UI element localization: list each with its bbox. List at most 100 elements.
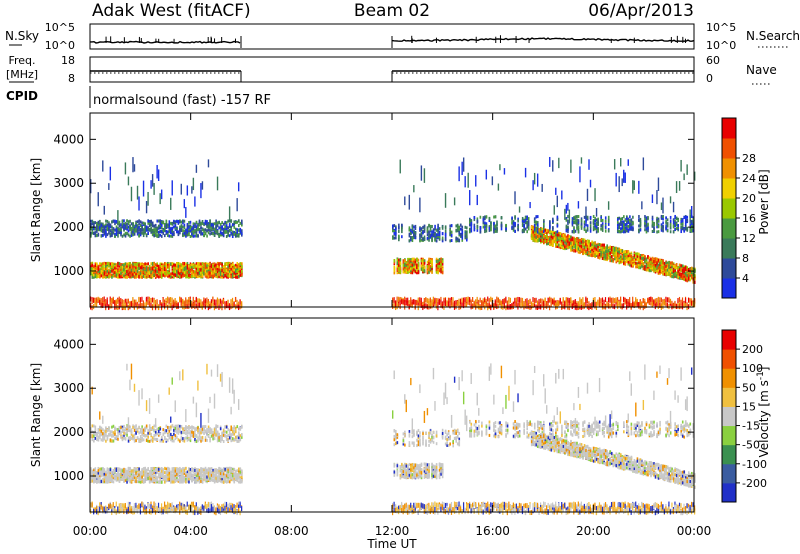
range-cell bbox=[91, 275, 94, 279]
range-cell bbox=[416, 265, 418, 269]
range-cell bbox=[533, 227, 536, 231]
range-cell bbox=[509, 303, 511, 309]
range-cell bbox=[395, 227, 397, 231]
range-cell bbox=[109, 296, 111, 302]
range-cell bbox=[234, 234, 237, 238]
range-cell bbox=[536, 234, 539, 238]
range-cell bbox=[407, 265, 409, 269]
noise-traces bbox=[89, 35, 695, 48]
range-cell bbox=[438, 233, 441, 237]
range-cell bbox=[432, 299, 434, 305]
range-cell bbox=[558, 157, 560, 169]
range-cell bbox=[429, 265, 432, 269]
range-cell bbox=[167, 261, 169, 265]
range-cell bbox=[521, 224, 524, 228]
range-cell bbox=[197, 298, 199, 304]
range-cell bbox=[479, 225, 482, 229]
range-cell bbox=[553, 205, 555, 215]
range-cell bbox=[189, 220, 192, 224]
range-cell bbox=[207, 262, 210, 266]
range-cell bbox=[393, 236, 396, 240]
range-cell bbox=[182, 272, 184, 276]
range-cell bbox=[93, 227, 95, 231]
range-cell bbox=[239, 299, 241, 305]
range-cell bbox=[467, 296, 469, 302]
range-cell bbox=[520, 301, 522, 307]
range-cell bbox=[532, 225, 535, 229]
range-cell bbox=[165, 229, 168, 233]
range-cell bbox=[216, 261, 219, 265]
range-cell bbox=[206, 264, 208, 268]
range-cell bbox=[580, 298, 582, 304]
range-cell bbox=[422, 259, 424, 263]
nave-right-tick-high: 60 bbox=[706, 54, 720, 67]
range-cell bbox=[111, 269, 113, 273]
range-cell bbox=[559, 240, 562, 244]
range-cell bbox=[241, 219, 243, 223]
range-cell bbox=[138, 296, 140, 302]
range-cell bbox=[189, 225, 192, 229]
range-cell bbox=[94, 275, 97, 279]
range-cell bbox=[449, 303, 451, 309]
range-cell bbox=[535, 220, 538, 224]
range-cell bbox=[526, 298, 528, 304]
range-cell bbox=[186, 233, 189, 237]
range-cell bbox=[189, 234, 192, 238]
range-cell bbox=[210, 273, 213, 277]
range-cell bbox=[200, 299, 202, 305]
range-cell bbox=[141, 263, 143, 267]
range-cell bbox=[185, 206, 187, 218]
range-cell bbox=[423, 224, 426, 228]
range-cell bbox=[215, 303, 217, 309]
range-cell bbox=[573, 300, 575, 306]
range-cell bbox=[441, 270, 444, 274]
range-cell bbox=[154, 229, 157, 233]
range-cell bbox=[444, 234, 447, 238]
range-cell bbox=[177, 271, 180, 275]
range-cell bbox=[224, 221, 226, 225]
range-cell bbox=[130, 186, 133, 202]
range-cell bbox=[550, 230, 553, 234]
range-cell bbox=[100, 262, 103, 266]
range-cell bbox=[120, 272, 122, 276]
range-cell bbox=[207, 269, 210, 273]
range-cell bbox=[129, 271, 131, 275]
range-cell bbox=[568, 243, 571, 247]
range-cell bbox=[201, 221, 204, 225]
range-cell bbox=[215, 268, 217, 272]
range-cell bbox=[129, 268, 131, 272]
range-cell bbox=[186, 274, 189, 278]
range-cell bbox=[543, 234, 545, 238]
range-cell bbox=[437, 227, 439, 231]
range-cell bbox=[141, 231, 143, 235]
range-cell bbox=[580, 157, 583, 164]
range-cell bbox=[582, 244, 584, 248]
range-cell bbox=[461, 231, 464, 235]
range-cell bbox=[431, 267, 433, 271]
range-cell bbox=[576, 218, 578, 222]
range-cell bbox=[429, 235, 432, 239]
range-cell bbox=[139, 273, 142, 277]
range-cell bbox=[160, 230, 163, 234]
range-cell bbox=[171, 180, 173, 196]
range-cell bbox=[241, 221, 243, 225]
range-cell bbox=[237, 224, 240, 228]
range-cell bbox=[574, 249, 577, 253]
range-cell bbox=[402, 299, 404, 305]
range-cell bbox=[582, 301, 584, 307]
range-cell bbox=[228, 228, 231, 232]
range-cell bbox=[570, 238, 572, 242]
range-cell bbox=[236, 269, 239, 273]
range-cell bbox=[130, 222, 133, 226]
range-cell bbox=[496, 296, 498, 302]
range-cell bbox=[142, 300, 145, 306]
range-cell bbox=[132, 157, 134, 173]
range-cell bbox=[574, 218, 577, 222]
range-cell bbox=[150, 268, 152, 272]
range-cell bbox=[556, 235, 559, 239]
range-cell bbox=[160, 221, 163, 225]
range-cell bbox=[567, 236, 569, 240]
range-cell bbox=[180, 269, 183, 273]
range-cell bbox=[576, 239, 578, 243]
range-cell bbox=[133, 263, 136, 267]
